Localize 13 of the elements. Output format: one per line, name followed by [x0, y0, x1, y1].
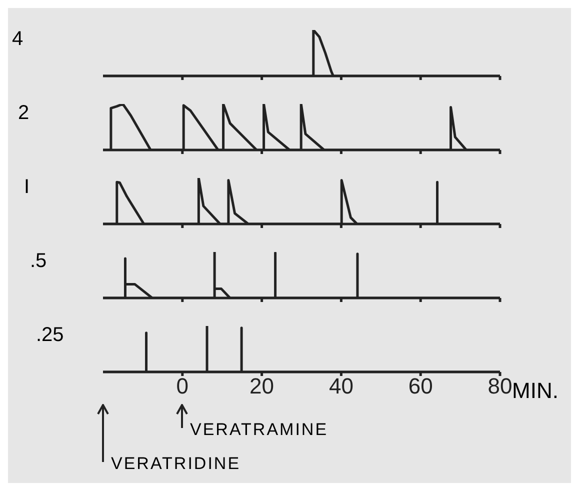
- x-tick-label: 60: [408, 374, 433, 399]
- x-tick-label: 0: [176, 374, 189, 399]
- text: VERATRIDINE: [111, 454, 241, 474]
- y-axis-title: I: [24, 176, 30, 199]
- x-tick-label: 40: [328, 374, 354, 399]
- x-tick-label: 20: [250, 374, 274, 399]
- x-tick-label: 80: [488, 374, 512, 399]
- x-axis-title: MIN.: [512, 378, 558, 404]
- y-axis-title: 4: [12, 28, 24, 51]
- y-axis-title: .5: [30, 250, 47, 273]
- y-axis-title: .25: [36, 324, 64, 347]
- text: VERATRAMINE: [190, 420, 328, 440]
- y-axis-title: 2: [18, 102, 30, 125]
